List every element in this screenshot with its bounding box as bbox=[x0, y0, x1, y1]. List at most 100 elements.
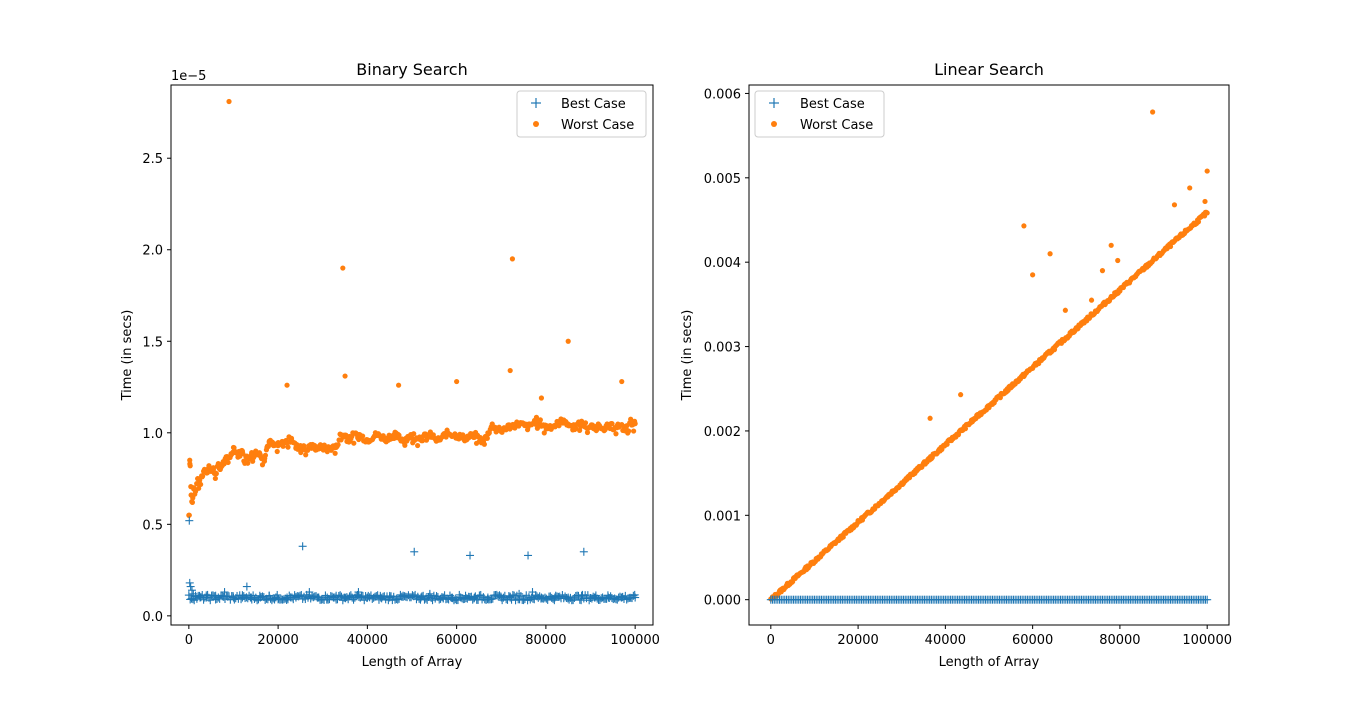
binary-search-y-ticks: 0.0 0.5 1.0 1.5 2.0 2.5 bbox=[142, 152, 171, 625]
binary-best-case-point bbox=[439, 593, 448, 602]
binary-search-offset-label: 1e−5 bbox=[171, 69, 206, 84]
binary-worst-case-point bbox=[212, 475, 218, 482]
binary-worst-case-point bbox=[489, 422, 495, 429]
linear-worst-case-point bbox=[927, 415, 933, 421]
binary-worst-case-point bbox=[320, 444, 326, 451]
binary-worst-case-point bbox=[480, 439, 487, 445]
binary-worst-case-point bbox=[284, 382, 290, 388]
linear-worst-case-point bbox=[1150, 109, 1156, 115]
binary-worst-case-point bbox=[415, 442, 421, 449]
binary-best-case-point bbox=[186, 582, 195, 591]
binary-best-case-point bbox=[363, 593, 372, 602]
binary-best-case-point bbox=[256, 593, 265, 602]
linear-x-tick-label: 100000 bbox=[1182, 633, 1232, 648]
binary-best-case-point bbox=[470, 593, 479, 602]
binary-worst-case-point bbox=[274, 448, 280, 455]
linear-y-tick-label: 0.001 bbox=[704, 509, 741, 524]
binary-best-case-point bbox=[185, 578, 194, 587]
linear-worst-case-point bbox=[1030, 272, 1036, 278]
binary-x-tick-label: 100000 bbox=[610, 633, 660, 648]
binary-worst-case-point bbox=[199, 474, 205, 480]
binary-worst-case-point bbox=[418, 435, 424, 441]
binary-best-case-point bbox=[238, 593, 247, 602]
binary-worst-case-point bbox=[471, 432, 478, 438]
linear-search-marks bbox=[766, 109, 1212, 604]
binary-best-case-point bbox=[191, 591, 200, 600]
binary-worst-case-point bbox=[484, 435, 490, 441]
binary-x-tick-label: 40000 bbox=[347, 633, 388, 648]
binary-x-tick-label: 20000 bbox=[257, 633, 298, 648]
linear-search-legend-best-label: Best Case bbox=[800, 97, 865, 112]
binary-worst-case-point bbox=[396, 382, 402, 388]
binary-worst-case-point bbox=[402, 442, 408, 448]
binary-best-case-point bbox=[537, 593, 546, 602]
binary-worst-case-point bbox=[565, 338, 571, 344]
binary-worst-case-point bbox=[596, 422, 603, 429]
binary-best-case-point bbox=[466, 551, 475, 560]
binary-worst-case-point bbox=[315, 444, 321, 451]
binary-worst-case-point bbox=[587, 424, 594, 430]
binary-best-case-point bbox=[385, 593, 394, 602]
linear-worst-case-point bbox=[1115, 257, 1121, 264]
binary-worst-case-point bbox=[192, 488, 199, 494]
binary-best-case-point bbox=[291, 593, 300, 602]
binary-best-case-point bbox=[590, 593, 599, 602]
binary-search-legend-box bbox=[516, 90, 647, 138]
binary-best-case-point bbox=[229, 593, 238, 602]
binary-search-y-label: Time (in secs) bbox=[120, 310, 135, 402]
binary-worst-case-point bbox=[498, 426, 504, 432]
binary-best-case-point bbox=[604, 593, 613, 602]
linear-best-case-point bbox=[1203, 595, 1212, 604]
binary-worst-case-point bbox=[578, 421, 585, 427]
linear-x-tick-label: 20000 bbox=[837, 633, 878, 648]
binary-best-case-point bbox=[305, 588, 314, 597]
binary-y-tick-label: 2.0 bbox=[142, 244, 163, 259]
linear-y-tick-label: 0.003 bbox=[704, 341, 741, 356]
binary-worst-case-point bbox=[605, 424, 611, 430]
binary-best-case-point bbox=[448, 593, 457, 602]
binary-search-title: Binary Search bbox=[356, 60, 467, 79]
binary-worst-case-point bbox=[213, 470, 219, 476]
binary-worst-case-point bbox=[275, 443, 281, 449]
binary-worst-case-point bbox=[226, 98, 232, 105]
binary-best-case-point bbox=[550, 593, 559, 602]
linear-search-axes-frame bbox=[748, 84, 1230, 626]
binary-worst-case-point bbox=[613, 431, 619, 437]
binary-worst-case-point bbox=[285, 444, 291, 450]
binary-worst-case-point bbox=[189, 499, 196, 505]
binary-best-case-point bbox=[187, 586, 196, 595]
binary-worst-case-point bbox=[228, 452, 234, 458]
binary-worst-case-point bbox=[302, 446, 308, 452]
binary-worst-case-point bbox=[454, 378, 460, 385]
binary-worst-case-point bbox=[197, 481, 203, 487]
binary-worst-case-point bbox=[186, 512, 192, 518]
binary-best-case-point bbox=[283, 593, 292, 602]
binary-worst-case-point bbox=[552, 422, 558, 429]
binary-best-case-point bbox=[323, 593, 332, 602]
binary-worst-case-point bbox=[382, 435, 388, 441]
binary-worst-case-point bbox=[342, 373, 348, 379]
binary-worst-case-point bbox=[631, 428, 637, 434]
linear-search-plot: Linear Search 0 20000 40000 60000 80000 10000… bbox=[680, 60, 1232, 670]
linear-search-legend-worst-label: Worst Case bbox=[800, 118, 873, 133]
binary-best-case-point bbox=[410, 547, 419, 556]
binary-search-legend-worst-marker bbox=[533, 121, 539, 127]
linear-worst-case-point bbox=[1204, 168, 1210, 174]
linear-worst-case-point bbox=[1047, 251, 1053, 257]
binary-worst-case-point bbox=[462, 435, 469, 441]
binary-worst-case-point bbox=[355, 432, 362, 438]
binary-worst-case-point bbox=[373, 432, 379, 438]
binary-search-x-ticks: 0 20000 40000 60000 80000 100000 bbox=[185, 625, 660, 648]
binary-best-case-point bbox=[242, 582, 251, 591]
binary-worst-case-point bbox=[340, 265, 346, 271]
binary-worst-case-point bbox=[204, 470, 210, 476]
binary-worst-case-point bbox=[253, 448, 259, 454]
binary-y-tick-label: 1.5 bbox=[142, 335, 163, 350]
linear-search-legend-box bbox=[754, 90, 885, 138]
linear-search-y-label: Time (in secs) bbox=[680, 310, 695, 402]
binary-best-case-point bbox=[298, 542, 307, 551]
binary-worst-case-point bbox=[288, 435, 295, 441]
binary-worst-case-point bbox=[351, 440, 357, 446]
binary-worst-case-point bbox=[235, 452, 241, 458]
binary-search-legend: Best Case Worst Case bbox=[516, 90, 647, 138]
